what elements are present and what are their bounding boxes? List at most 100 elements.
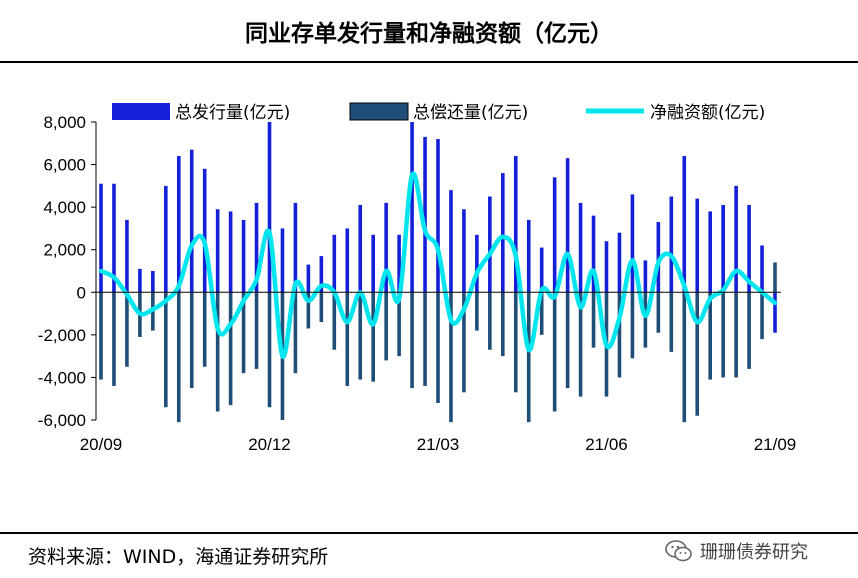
repay-bar: [475, 292, 479, 331]
wechat-icon: [665, 540, 692, 562]
chart-title: 同业存单发行量和净融资额（亿元）: [245, 20, 613, 47]
issue-bar: [254, 202, 259, 293]
repay-bar: [125, 292, 129, 367]
issue-bar: [384, 202, 388, 293]
x-tick-label: 21/06: [585, 435, 628, 454]
y-tick-label: -2,000: [38, 326, 86, 345]
issue-bar: [215, 209, 220, 293]
x-tick-label: 21/09: [754, 435, 797, 454]
issue-bar: [565, 158, 570, 293]
issue-bar: [202, 168, 207, 293]
issue-bar: [319, 256, 324, 293]
repay-bar: [293, 292, 298, 374]
repay-bar: [397, 292, 401, 357]
issue-bar: [228, 211, 233, 293]
repay-bar: [267, 292, 272, 408]
issue-bar: [501, 173, 505, 293]
issue-bar: [552, 177, 557, 293]
issue-bar: [293, 202, 298, 293]
repay-bar: [449, 292, 453, 423]
repay-bar: [773, 262, 777, 293]
watermark: 珊珊债券研究: [664, 538, 808, 564]
x-tick-label: 20/12: [248, 435, 291, 454]
issue-bar: [112, 183, 116, 293]
issue-bar: [423, 136, 427, 293]
issue-bar: [513, 156, 518, 293]
repay-bar: [734, 292, 738, 378]
repay-bar: [423, 292, 427, 386]
y-tick-label: 2,000: [43, 241, 86, 260]
repay-bar: [501, 292, 505, 357]
repay-bar: [760, 292, 764, 340]
legend-label-issue: 总发行量(亿元): [175, 103, 290, 123]
issue-bar: [358, 205, 363, 293]
chart: 8,0006,0004,0002,0000-2,000-4,000-6,000 …: [38, 102, 797, 454]
issue-bar: [345, 228, 350, 293]
issue-bar: [397, 234, 401, 293]
issue-bar: [280, 228, 285, 293]
issue-bar: [332, 234, 337, 293]
net-line-group: [98, 171, 778, 359]
issue-bar: [760, 245, 764, 293]
legend-swatch-issue: [112, 103, 170, 120]
repay-bar: [176, 292, 181, 423]
repay-bar: [228, 292, 233, 406]
repay-bar: [708, 292, 712, 380]
repay-bar: [215, 292, 220, 412]
issue-bar: [604, 241, 609, 293]
repay-bar: [164, 292, 168, 408]
issue-bar: [475, 234, 479, 293]
legend: 总发行量(亿元) 总偿还量(亿元) 净融资额(亿元): [112, 102, 765, 123]
issue-bar: [591, 215, 596, 293]
y-axis: 8,000 6,000 4,000 2,000 0 -2,000 -4,000 -6,000: [38, 113, 97, 430]
repay-bar: [513, 292, 518, 393]
source-note: 资料来源：WIND，海通证券研究所: [28, 546, 329, 568]
y-tick-label: -4,000: [38, 368, 86, 387]
issue-bar: [488, 196, 492, 293]
repay-bar: [747, 292, 751, 369]
issue-bar: [449, 190, 453, 293]
watermark-text: 珊珊债券研究: [700, 542, 808, 563]
issue-bar: [734, 185, 738, 293]
issue-bar: [462, 209, 466, 293]
repay-bar: [384, 292, 388, 361]
issue-bar: [164, 185, 168, 293]
legend-label-net: 净融资额(亿元): [650, 103, 765, 123]
repay-bar: [202, 292, 207, 367]
repay-bar: [669, 292, 674, 352]
issue-bar: [578, 202, 583, 293]
x-axis: 20/09 20/12 21/03 21/06 21/09: [80, 291, 797, 454]
repay-bar: [319, 292, 324, 323]
repay-bar: [241, 292, 246, 374]
repay-bar: [539, 292, 544, 335]
repay-bar: [436, 292, 440, 403]
issue-bar: [176, 156, 181, 293]
issue-bar: [539, 247, 544, 293]
issue-bar: [630, 194, 635, 293]
issue-bar: [125, 219, 129, 293]
repay-bar: [345, 292, 350, 386]
issue-bar: [656, 222, 661, 293]
y-tick-label: 8,000: [43, 113, 86, 132]
repay-bar: [526, 292, 531, 423]
y-tick-label: 6,000: [43, 156, 86, 175]
y-tick-label: 4,000: [43, 198, 86, 217]
issue-bars: [99, 122, 777, 333]
repay-bar: [578, 292, 583, 397]
issue-bar: [371, 234, 375, 293]
issue-bar: [99, 183, 103, 293]
repay-bar: [656, 292, 661, 333]
y-tick-label: 0: [77, 283, 86, 302]
issue-bar: [682, 156, 687, 293]
repay-bar: [695, 292, 700, 416]
issue-bar: [747, 205, 751, 293]
repay-bar: [410, 292, 414, 389]
legend-swatch-repay: [349, 102, 409, 121]
y-tick-label: -6,000: [38, 411, 86, 430]
issue-bar: [189, 149, 194, 293]
repay-bar: [99, 292, 103, 380]
issue-bar: [669, 196, 674, 293]
issue-bar: [410, 122, 414, 293]
issue-bar: [773, 292, 777, 333]
repay-bar: [254, 292, 259, 369]
